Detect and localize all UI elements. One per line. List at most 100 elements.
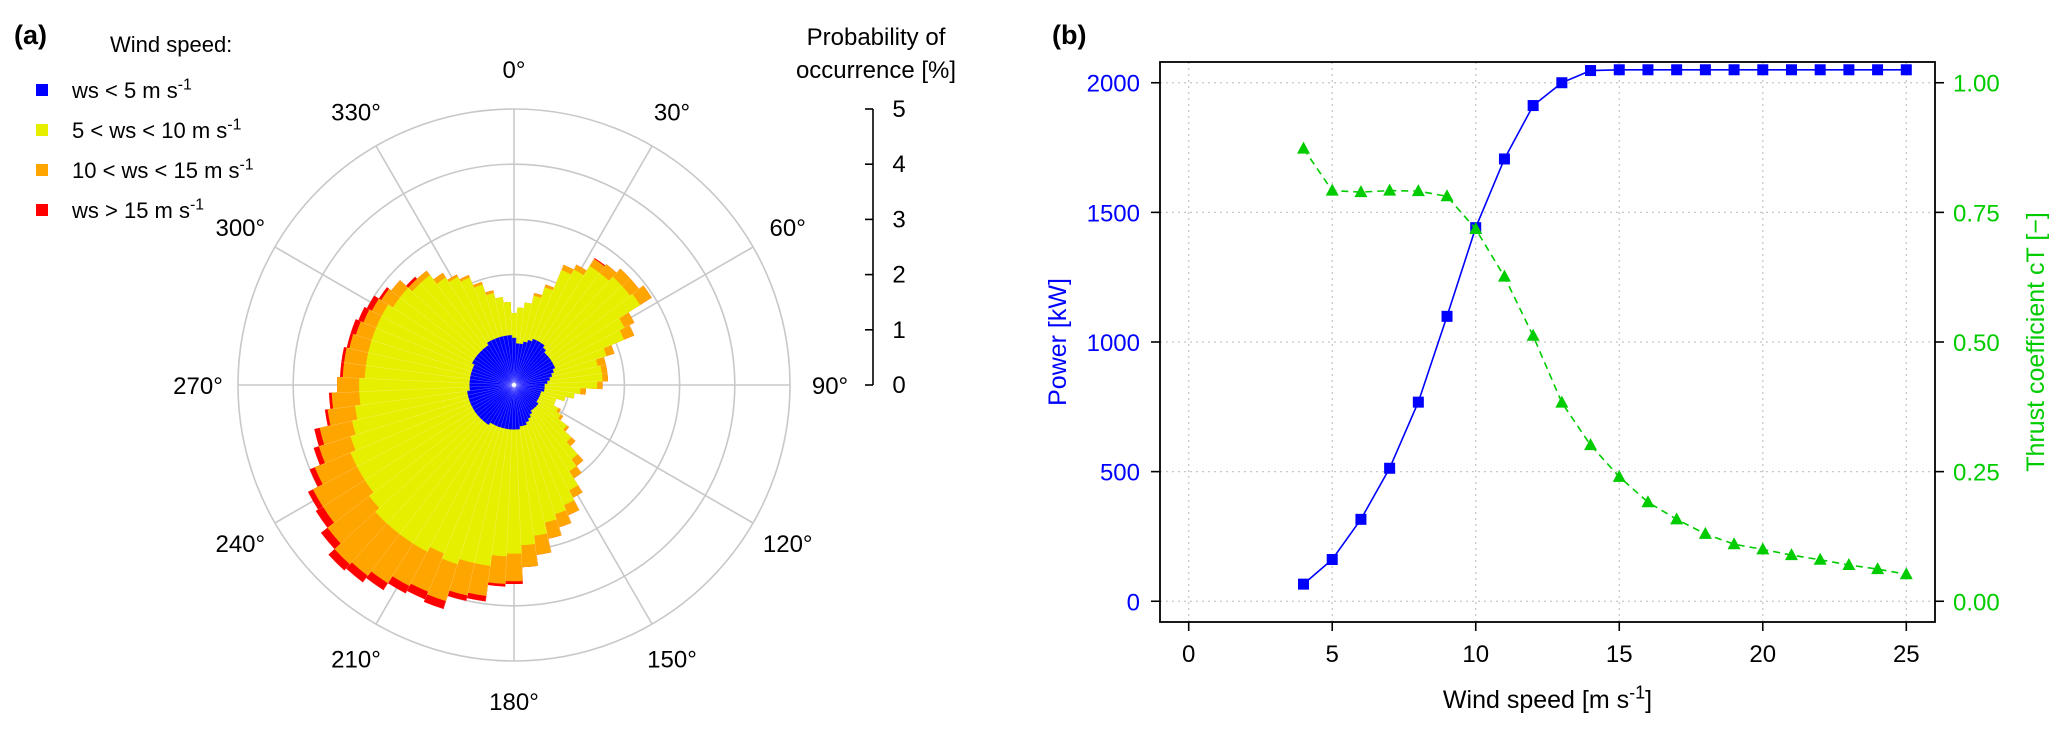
rose-sector-edge [318,384,515,510]
rose-sector-edge [425,384,515,600]
rose-sector-edge [513,284,546,386]
thrust-point [1842,557,1856,570]
rose-sector-edge [405,285,515,386]
rose-sector-edge [513,384,561,410]
rose-wedge [369,384,515,509]
rose-sector-edge [510,313,515,386]
wind-rose-chart: 0° 30° 60° 90° 120° 150° 180° 210° 240° 270° 300° 3… [173,57,848,716]
power-point [1642,64,1654,76]
power-point [1585,65,1597,77]
rose-wedge [513,380,548,386]
rose-sector-edge [484,292,515,386]
rose-sector-edge [513,364,606,386]
rose-wedge [375,384,515,524]
rose-sector-edge [358,320,515,386]
legend-label: 5 < ws < 10 m s-1 [72,117,242,143]
thrust-point [1440,189,1454,202]
thrust-point [1526,328,1540,341]
y-left-tick-label: 1500 [1087,200,1140,227]
legend-item: 10 < ws < 15 m s-1 [36,157,254,183]
rose-sector-edge [465,384,515,601]
x-axis-label-text: Wind speed [m s [1443,686,1629,714]
x-tick-label: 15 [1606,641,1633,668]
rose-sector-edge [513,372,608,386]
rose-sector-edge [513,380,603,386]
panel-a-label: (a) [14,20,47,50]
rose-sector-edge [513,384,552,553]
power-series [1298,64,1912,590]
rose-sector-edge [513,384,569,428]
rose-sector-edge [513,384,555,403]
y-right-tick-label: 1.00 [1953,71,2000,98]
rose-layer [350,265,641,566]
direction-label: 150° [647,647,697,674]
rose-wedge [513,368,554,386]
rose-sector-edge [513,384,566,397]
thrust-point [1756,542,1770,555]
legend-label: ws > 15 m s-1 [71,197,204,223]
rose-sector-edge [513,384,572,523]
rose-sector-edge [327,384,515,529]
rose-sector-edge [340,377,515,386]
rose-sector-edge [513,344,611,386]
power-point [1814,64,1826,76]
rose-sector-edge [513,384,557,399]
legend-label-text: ws > 15 m s [71,198,190,223]
rose-sector-edge [433,279,515,386]
panel-b-label: (b) [1052,20,1086,50]
legend-title: Wind speed: [110,32,232,57]
direction-label: 90° [812,373,848,400]
direction-label: 240° [215,531,265,558]
thrust-point [1383,183,1397,196]
rose-sector-edge [513,302,526,386]
power-line [1302,69,1907,585]
thrust-point [1497,269,1511,282]
rose-wedge [513,376,550,386]
legend-item: ws > 15 m s-1 [36,197,204,223]
thrust-point [1641,495,1655,508]
legend-label-superscript: -1 [227,117,241,134]
power-point [1699,64,1711,76]
thrust-point [1698,526,1712,539]
thrust-point [1469,221,1483,234]
scale-title-line1: Probability of [807,24,946,51]
rose-sector-edge [494,298,515,386]
scale-tick-label: 2 [892,262,905,289]
rose-sector-edge [485,384,515,602]
rose-wedge [441,384,515,565]
thrust-line [1302,148,1907,576]
thrust-point [1727,537,1741,550]
rose-sector-edge [513,384,575,394]
scale-tick-label: 3 [892,206,905,233]
legend-swatch [36,124,48,136]
legend-item: ws < 5 m s-1 [36,77,192,103]
y-left-axis-label: Power [kW] [1044,278,1072,406]
rose-sector-edge [513,384,582,473]
rose-sector-edge [513,384,564,417]
rose-sector-edge [447,280,515,386]
rose-sector-edge [362,384,515,583]
scale-tick-label: 0 [892,372,905,399]
rose-sector-edge [443,384,515,609]
rose-sector-edge [334,384,515,550]
rose-sector-edge [504,384,515,587]
x-axis-label: Wind speed [m s-1] [1443,683,1652,715]
thrust-point [1325,183,1339,196]
rose-sector-edge [330,384,515,410]
rose-sector-edge [318,384,515,488]
rose-sector-edge [346,347,515,386]
power-thrust-chart: 0 5 10 15 20 25 0 500 1000 1500 2000 0.00 0.25 0.50 0.… [1044,61,2050,715]
rose-sector-edge [513,384,539,566]
probability-scale: Probability of occurrence [%] 0 1 2 3 4 5 [796,24,956,399]
rose-wedge [513,364,556,386]
rose-sector-edge [472,285,515,386]
legend-label-superscript: -1 [190,197,204,214]
wind-speed-legend: Wind speed: ws < 5 m s-1 5 < ws < 10 m s-1… [36,32,254,223]
rose-sector-edge [513,264,607,386]
y-right-tick-label: 0.00 [1953,589,2000,616]
rose-wedge [513,373,553,386]
plot-frame [1159,61,1936,623]
x-tick-label: 10 [1462,641,1489,668]
direction-label: 300° [215,215,265,242]
